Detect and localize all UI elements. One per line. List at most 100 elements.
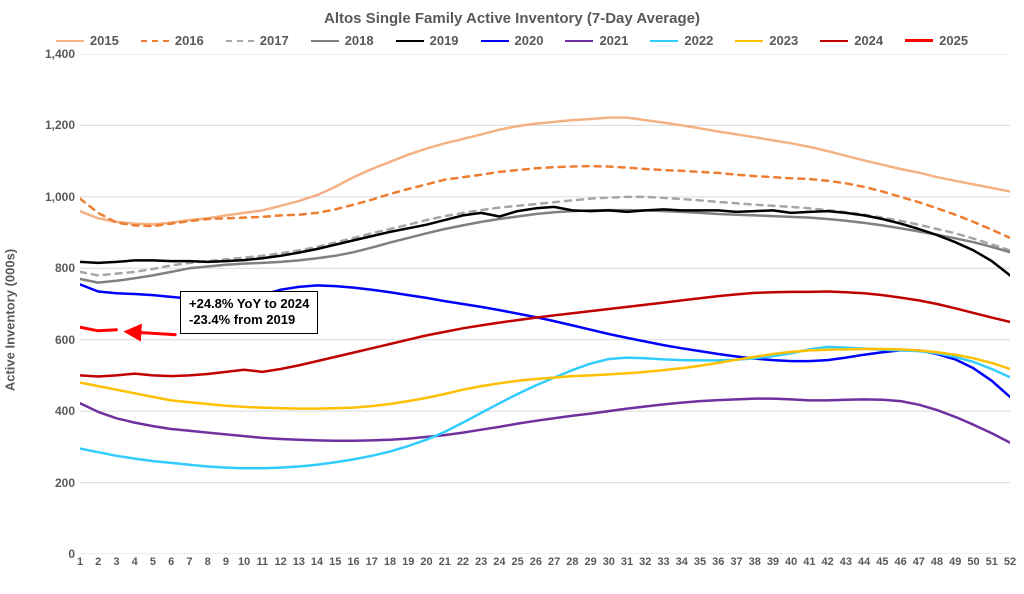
legend-label: 2025 xyxy=(939,33,968,48)
x-tick-label: 5 xyxy=(150,556,156,568)
x-tick-label: 49 xyxy=(949,556,961,568)
x-tick-label: 11 xyxy=(257,556,269,568)
y-tick-label: 800 xyxy=(25,261,75,275)
legend-label: 2024 xyxy=(854,33,883,48)
legend-swatch xyxy=(735,40,763,42)
x-tick-label: 50 xyxy=(967,556,979,568)
y-tick-label: 1,400 xyxy=(25,47,75,61)
legend-item-2024: 2024 xyxy=(820,33,883,48)
x-tick-label: 23 xyxy=(475,556,487,568)
x-tick-label: 27 xyxy=(548,556,560,568)
legend-swatch xyxy=(396,40,424,42)
x-axis-ticks: 1234567891011121314151617181920212223242… xyxy=(80,556,1004,572)
callout-line: -23.4% from 2019 xyxy=(189,312,309,328)
y-tick-label: 200 xyxy=(25,476,75,490)
x-tick-label: 51 xyxy=(986,556,998,568)
x-tick-label: 34 xyxy=(676,556,688,568)
legend-label: 2015 xyxy=(90,33,119,48)
x-tick-label: 1 xyxy=(77,556,83,568)
x-tick-label: 39 xyxy=(767,556,779,568)
x-tick-label: 47 xyxy=(913,556,925,568)
y-tick-label: 0 xyxy=(25,547,75,561)
legend-item-2019: 2019 xyxy=(396,33,459,48)
x-tick-label: 29 xyxy=(584,556,596,568)
callout-line: +24.8% YoY to 2024 xyxy=(189,296,309,312)
legend-item-2016: 2016 xyxy=(141,33,204,48)
x-tick-label: 31 xyxy=(621,556,633,568)
x-tick-label: 3 xyxy=(113,556,119,568)
chart-container: Altos Single Family Active Inventory (7-… xyxy=(0,0,1024,594)
legend-swatch xyxy=(311,40,339,42)
legend: 2015 2016 2017 2018 2019 2020 2021 2022 2023 2024… xyxy=(20,33,1004,48)
x-tick-label: 46 xyxy=(894,556,906,568)
x-tick-label: 16 xyxy=(347,556,359,568)
x-tick-label: 4 xyxy=(132,556,138,568)
x-tick-label: 38 xyxy=(749,556,761,568)
legend-label: 2023 xyxy=(769,33,798,48)
y-tick-label: 1,000 xyxy=(25,190,75,204)
x-tick-label: 17 xyxy=(366,556,378,568)
x-tick-label: 22 xyxy=(457,556,469,568)
legend-item-2017: 2017 xyxy=(226,33,289,48)
plot-area: 02004006008001,0001,2001,400 12345678910… xyxy=(80,54,1004,554)
x-tick-label: 25 xyxy=(512,556,524,568)
x-tick-label: 30 xyxy=(603,556,615,568)
x-tick-label: 40 xyxy=(785,556,797,568)
legend-swatch xyxy=(650,40,678,42)
x-tick-label: 21 xyxy=(439,556,451,568)
x-tick-label: 6 xyxy=(168,556,174,568)
legend-item-2020: 2020 xyxy=(481,33,544,48)
x-tick-label: 9 xyxy=(223,556,229,568)
legend-label: 2017 xyxy=(260,33,289,48)
x-tick-label: 2 xyxy=(95,556,101,568)
legend-label: 2019 xyxy=(430,33,459,48)
x-tick-label: 28 xyxy=(566,556,578,568)
x-tick-label: 52 xyxy=(1004,556,1016,568)
x-tick-label: 32 xyxy=(639,556,651,568)
x-tick-label: 19 xyxy=(402,556,414,568)
x-tick-label: 41 xyxy=(803,556,815,568)
legend-item-2015: 2015 xyxy=(56,33,119,48)
legend-label: 2018 xyxy=(345,33,374,48)
x-tick-label: 20 xyxy=(420,556,432,568)
x-tick-label: 45 xyxy=(876,556,888,568)
y-axis-label: Active Inventory (000s) xyxy=(3,249,18,391)
x-tick-label: 43 xyxy=(840,556,852,568)
y-tick-label: 600 xyxy=(25,333,75,347)
x-tick-label: 8 xyxy=(205,556,211,568)
legend-swatch xyxy=(565,40,593,42)
callout-box: +24.8% YoY to 2024-23.4% from 2019 xyxy=(180,291,318,334)
x-tick-label: 12 xyxy=(274,556,286,568)
legend-item-2021: 2021 xyxy=(565,33,628,48)
legend-label: 2022 xyxy=(684,33,713,48)
y-tick-label: 400 xyxy=(25,404,75,418)
chart-title: Altos Single Family Active Inventory (7-… xyxy=(20,10,1004,27)
legend-swatch xyxy=(56,40,84,42)
y-axis-ticks: 02004006008001,0001,2001,400 xyxy=(25,54,75,554)
legend-swatch xyxy=(226,40,254,42)
x-tick-label: 48 xyxy=(931,556,943,568)
x-tick-label: 35 xyxy=(694,556,706,568)
x-tick-label: 7 xyxy=(186,556,192,568)
legend-label: 2016 xyxy=(175,33,204,48)
x-tick-label: 33 xyxy=(657,556,669,568)
x-tick-label: 10 xyxy=(238,556,250,568)
x-tick-label: 26 xyxy=(530,556,542,568)
legend-item-2023: 2023 xyxy=(735,33,798,48)
x-tick-label: 24 xyxy=(493,556,505,568)
legend-swatch xyxy=(481,40,509,42)
y-tick-label: 1,200 xyxy=(25,118,75,132)
legend-swatch xyxy=(820,40,848,42)
x-tick-label: 14 xyxy=(311,556,323,568)
x-tick-label: 13 xyxy=(293,556,305,568)
legend-item-2022: 2022 xyxy=(650,33,713,48)
x-tick-label: 44 xyxy=(858,556,870,568)
legend-item-2025: 2025 xyxy=(905,33,968,48)
x-tick-label: 15 xyxy=(329,556,341,568)
legend-swatch xyxy=(905,39,933,42)
legend-item-2018: 2018 xyxy=(311,33,374,48)
legend-label: 2020 xyxy=(515,33,544,48)
x-tick-label: 42 xyxy=(822,556,834,568)
legend-label: 2021 xyxy=(599,33,628,48)
x-tick-label: 37 xyxy=(730,556,742,568)
